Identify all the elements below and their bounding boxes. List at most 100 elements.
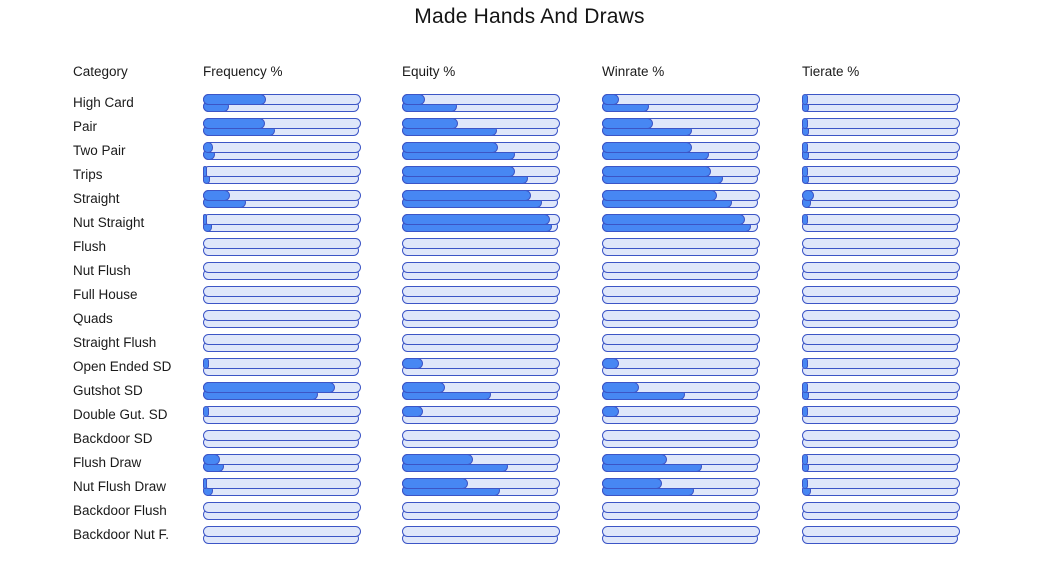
tierate-cell [801, 405, 1002, 424]
progress-fill [401, 477, 469, 489]
tierate-bar-pair [801, 141, 960, 160]
progress-track [801, 357, 960, 369]
winrate-cell [601, 117, 802, 136]
progress-track [202, 357, 361, 369]
tierate-bar-pair [801, 357, 960, 376]
winrate-cell [602, 430, 802, 448]
table-row: High Card [73, 93, 1002, 118]
tierate-bar-pair [801, 213, 960, 232]
winrate-cell [601, 381, 802, 400]
tierate-bar-pair [801, 405, 960, 424]
winrate-bar-pair [602, 430, 760, 448]
frequency-bar-pair [203, 262, 361, 280]
winrate-bar-pair [602, 334, 760, 352]
progress-track [202, 477, 361, 489]
tierate-cell [801, 117, 1002, 136]
category-label: High Card [73, 95, 134, 110]
progress-track [602, 430, 760, 441]
tierate-cell [802, 262, 1002, 280]
equity-cell [402, 310, 602, 328]
progress-fill [601, 381, 639, 393]
progress-track [602, 238, 760, 249]
table-row: Gutshot SD [73, 381, 1002, 406]
equity-cell [401, 405, 602, 424]
progress-fill [202, 189, 231, 201]
header-row: Category Frequency % Equity % Winrate % … [73, 64, 1002, 94]
tierate-cell [802, 430, 1002, 448]
progress-fill [202, 357, 209, 369]
frequency-cell [202, 477, 402, 496]
winrate-cell [601, 213, 802, 232]
progress-fill [202, 405, 209, 417]
progress-track [802, 262, 960, 273]
frequency-bar-pair [202, 165, 361, 184]
winrate-cell [601, 93, 802, 112]
tierate-bar-pair [802, 238, 960, 256]
frequency-bar-pair [202, 93, 361, 112]
progress-fill [801, 189, 814, 201]
winrate-bar-pair [601, 141, 760, 160]
table-row: Trips [73, 165, 1002, 190]
winrate-cell [602, 286, 802, 304]
winrate-bar-pair [602, 262, 760, 280]
category-label: Nut Flush Draw [73, 479, 167, 494]
winrate-bar-pair [601, 453, 760, 472]
progress-fill [801, 213, 808, 225]
winrate-bar-pair [601, 357, 760, 376]
tierate-cell [801, 381, 1002, 400]
equity-cell [401, 117, 602, 136]
progress-fill [601, 117, 653, 129]
equity-bar-pair [402, 238, 560, 256]
progress-track [801, 477, 960, 489]
progress-track [601, 117, 760, 129]
tierate-bar-pair [801, 117, 960, 136]
frequency-cell [202, 165, 402, 184]
winrate-bar-pair [602, 238, 760, 256]
progress-fill [801, 93, 808, 105]
progress-track [202, 189, 361, 201]
col-header-equity: Equity % [402, 64, 456, 79]
frequency-bar-pair [203, 286, 361, 304]
frequency-bar-pair [202, 117, 361, 136]
frequency-bar-pair [202, 405, 361, 424]
progress-track [601, 213, 760, 225]
table-row: Nut Straight [73, 213, 1002, 238]
progress-track [202, 141, 361, 153]
table-row: Flush Draw [73, 453, 1002, 478]
progress-track [601, 141, 760, 153]
category-label: Full House [73, 287, 138, 302]
equity-cell [401, 213, 602, 232]
progress-fill [401, 405, 424, 417]
table-row: Double Gut. SD [73, 405, 1002, 430]
tierate-cell [801, 213, 1002, 232]
progress-fill [601, 477, 663, 489]
frequency-bar-pair [202, 189, 361, 208]
progress-fill [202, 117, 265, 129]
tierate-cell [801, 357, 1002, 376]
equity-bar-pair [401, 189, 560, 208]
category-label: Double Gut. SD [73, 407, 168, 422]
progress-track [801, 117, 960, 129]
frequency-bar-pair [202, 453, 361, 472]
tierate-cell [802, 526, 1002, 544]
progress-fill [401, 165, 516, 177]
equity-bar-pair [401, 477, 560, 496]
progress-track [203, 262, 361, 273]
table-row: Two Pair [73, 141, 1002, 166]
equity-cell [402, 286, 602, 304]
progress-track [802, 310, 960, 321]
progress-track [802, 526, 960, 537]
progress-track [801, 141, 960, 153]
winrate-cell [602, 262, 802, 280]
progress-track [401, 189, 560, 201]
frequency-cell [203, 238, 402, 256]
progress-track [801, 405, 960, 417]
frequency-bar-pair [202, 213, 361, 232]
category-label: Flush [73, 239, 107, 254]
progress-track [402, 526, 560, 537]
progress-fill [801, 357, 808, 369]
tierate-bar-pair [801, 189, 960, 208]
category-label: Pair [73, 119, 98, 134]
progress-fill [401, 141, 499, 153]
table-row: Open Ended SD [73, 357, 1002, 382]
